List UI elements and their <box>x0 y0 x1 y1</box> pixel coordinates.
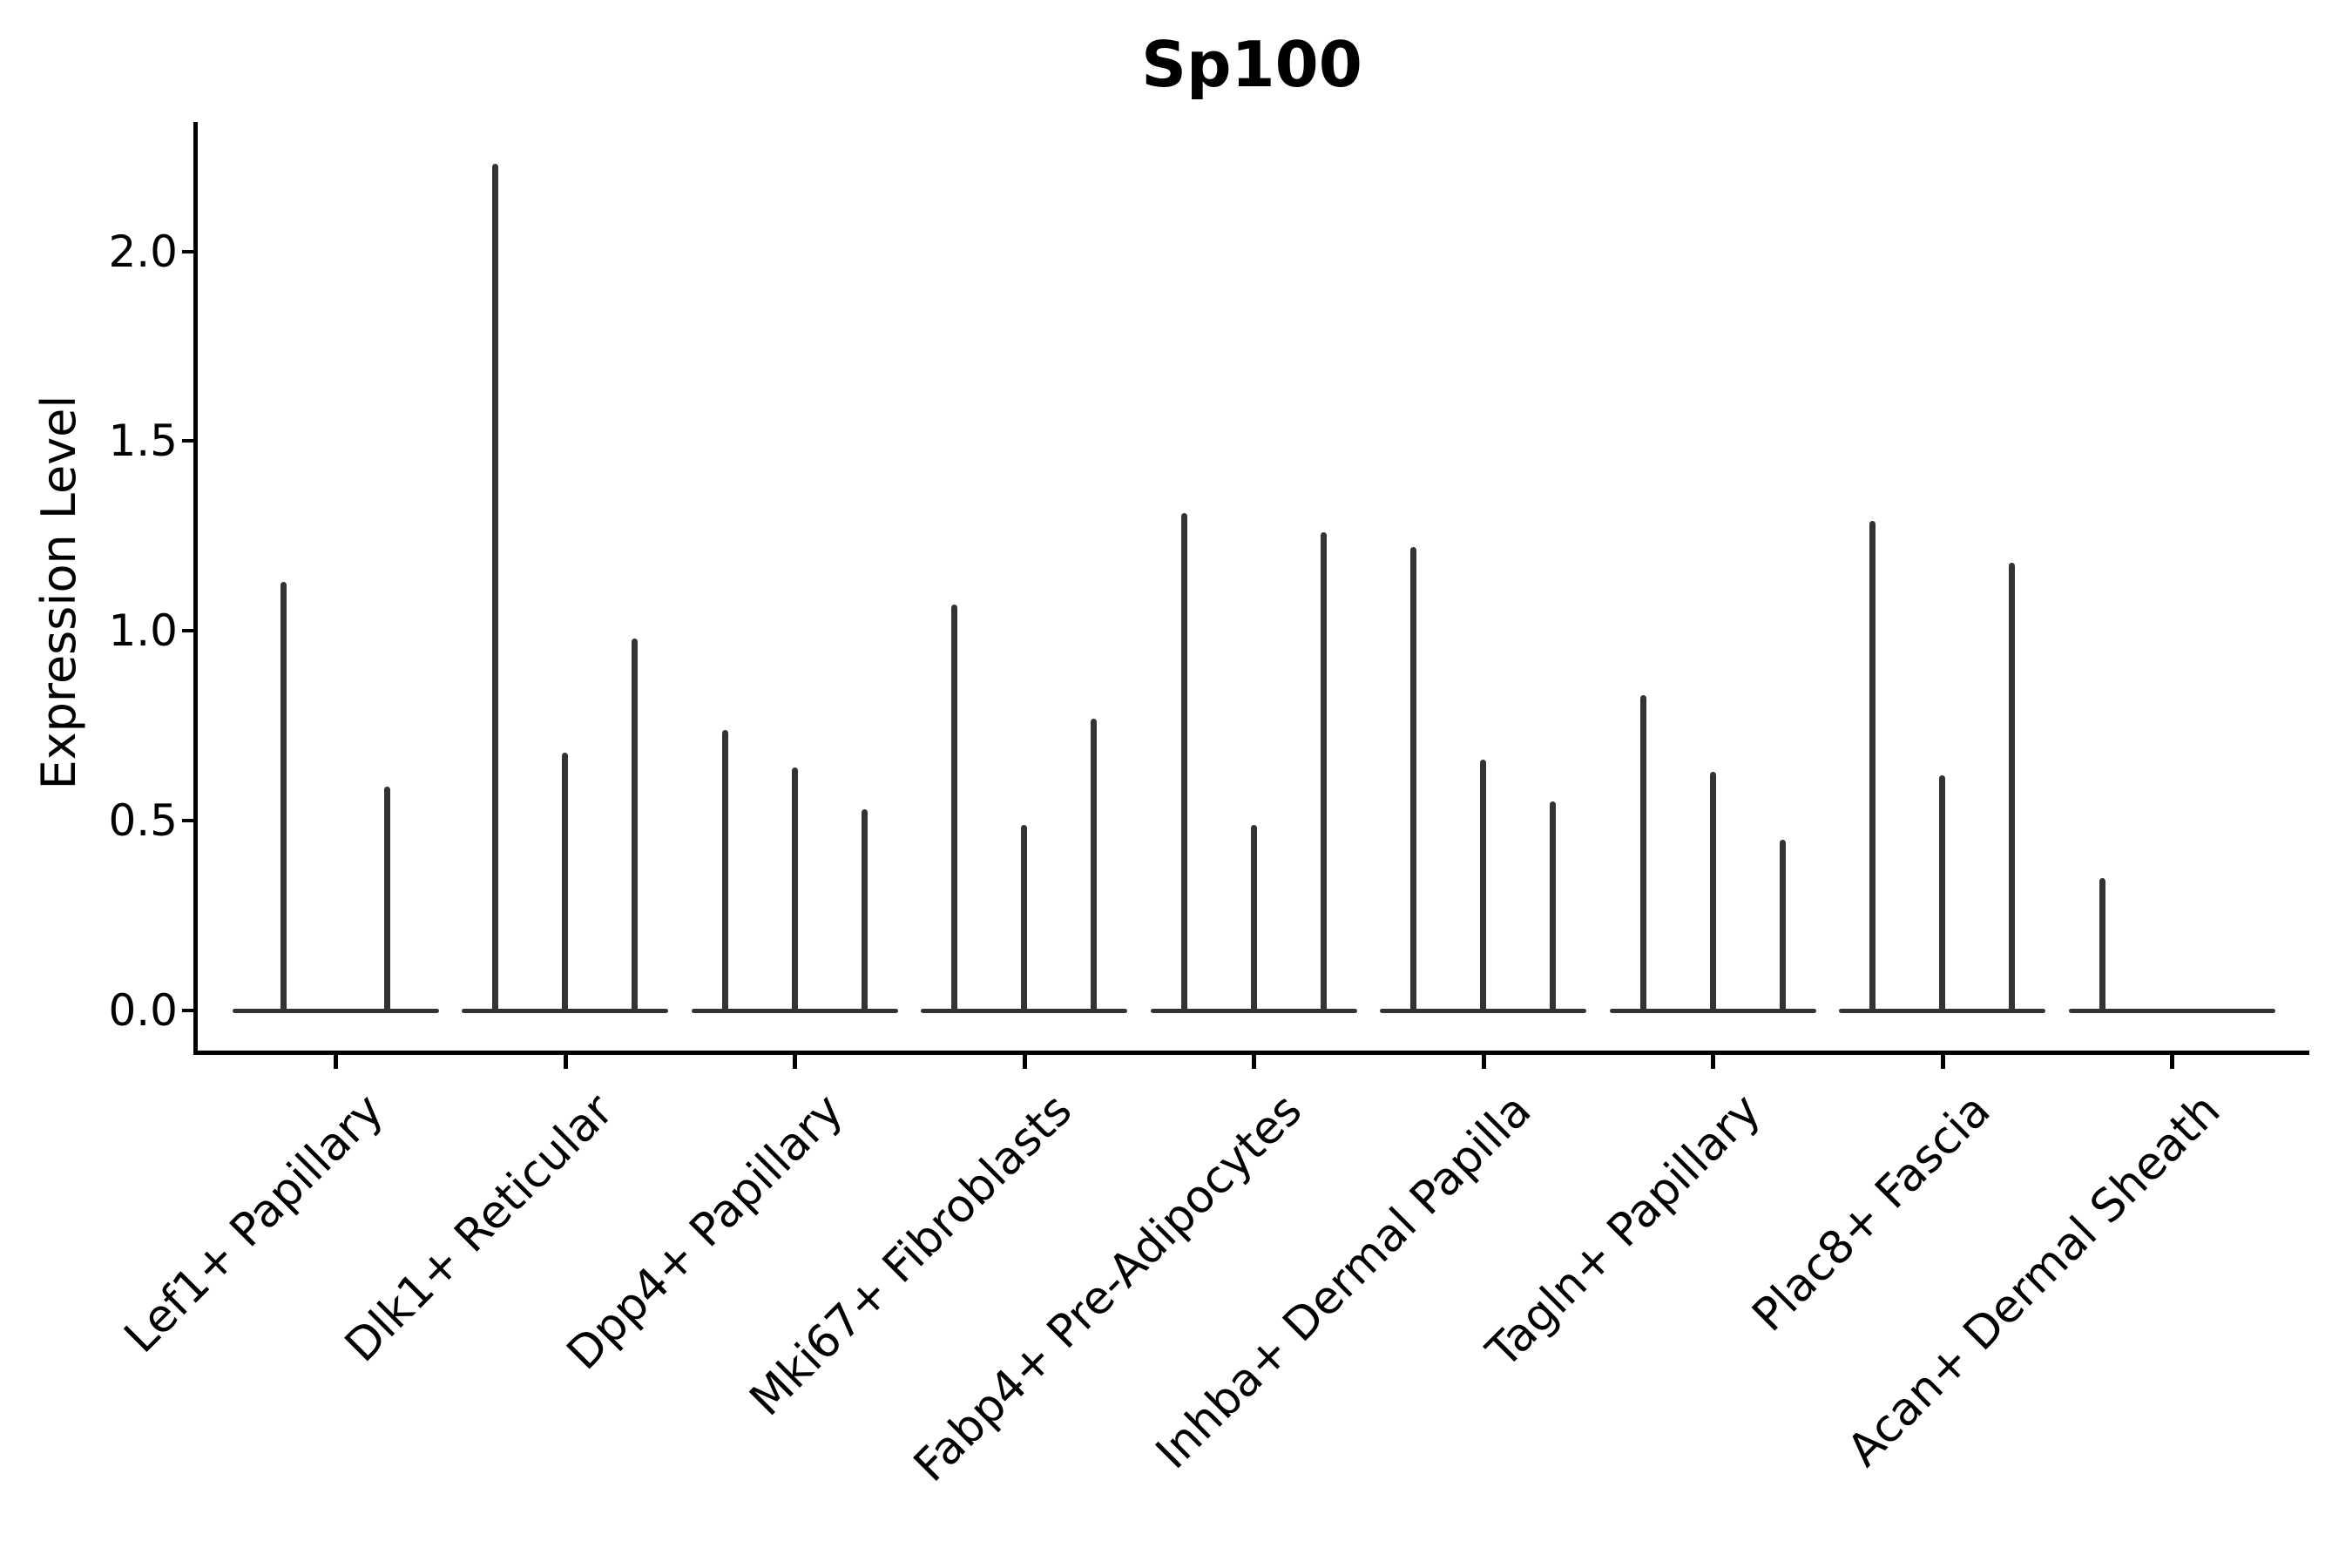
y-tick-label: 0.5 <box>108 795 178 847</box>
x-tick-mark <box>2170 1055 2174 1069</box>
violin-spike <box>1869 520 1876 1010</box>
x-tick-mark <box>793 1055 797 1069</box>
y-tick-mark <box>182 439 193 443</box>
violin-spike <box>1410 547 1416 1010</box>
violin-spike <box>1180 513 1187 1010</box>
x-tick-mark <box>1940 1055 1945 1069</box>
violin-base <box>1839 1009 2045 1013</box>
x-tick-label: Fabp4+ Pre-Adipocytes <box>903 1084 1313 1492</box>
violin-spike <box>721 729 728 1010</box>
violin-spike <box>1021 824 1027 1010</box>
violin-spike <box>383 786 390 1010</box>
x-tick-mark <box>1022 1055 1027 1069</box>
violin-spike <box>492 164 498 1010</box>
y-tick-label: 0.0 <box>108 985 178 1036</box>
y-tick-label: 1.0 <box>108 605 178 657</box>
x-tick-mark <box>563 1055 568 1069</box>
violin-spike <box>861 809 868 1010</box>
violin-base <box>232 1009 439 1013</box>
x-axis-spine <box>193 1051 2309 1055</box>
violin-base <box>462 1009 668 1013</box>
violin-spike <box>562 752 568 1010</box>
violin-base <box>1609 1009 1816 1013</box>
chart-title: Sp100 <box>1141 28 1362 101</box>
x-tick-mark <box>1481 1055 1486 1069</box>
violin-spike <box>1709 771 1716 1010</box>
violin-spike <box>280 581 287 1010</box>
violin-spike <box>2099 877 2105 1010</box>
violin-spike <box>1480 760 1486 1010</box>
y-axis-label: Expression Level <box>31 395 86 790</box>
x-tick-mark <box>1252 1055 1256 1069</box>
violin-spike <box>1939 774 1945 1010</box>
violin-spike <box>1320 532 1327 1010</box>
x-tick-mark <box>334 1055 338 1069</box>
violin-spike <box>1779 839 1786 1010</box>
y-tick-mark <box>182 249 193 253</box>
violin-base <box>1150 1009 1357 1013</box>
violin-spike <box>1550 801 1556 1010</box>
violin-spike <box>632 639 638 1010</box>
y-tick-mark <box>182 819 193 823</box>
violin-base <box>2068 1009 2275 1013</box>
x-tick-mark <box>1711 1055 1715 1069</box>
y-tick-mark <box>182 629 193 633</box>
violin-spike <box>1639 695 1646 1010</box>
y-axis-spine <box>193 122 198 1055</box>
violin-base <box>921 1009 1127 1013</box>
violin-base <box>1380 1009 1586 1013</box>
violin-spike <box>1091 718 1097 1010</box>
y-tick-label: 1.5 <box>108 416 178 467</box>
violin-base <box>691 1009 898 1013</box>
violin-spike <box>791 767 798 1010</box>
y-tick-label: 2.0 <box>108 226 178 277</box>
violin-spike <box>2009 562 2015 1010</box>
violin-spike <box>951 604 957 1010</box>
x-tick-label: Inhba+ Dermal Papilla <box>1146 1084 1542 1480</box>
y-tick-mark <box>182 1009 193 1012</box>
x-tick-label: Acan+ Dermal Sheath <box>1837 1084 2231 1477</box>
violin-spike <box>1250 824 1257 1010</box>
x-tick-label: Plac8+ Fascia <box>1742 1084 2001 1342</box>
